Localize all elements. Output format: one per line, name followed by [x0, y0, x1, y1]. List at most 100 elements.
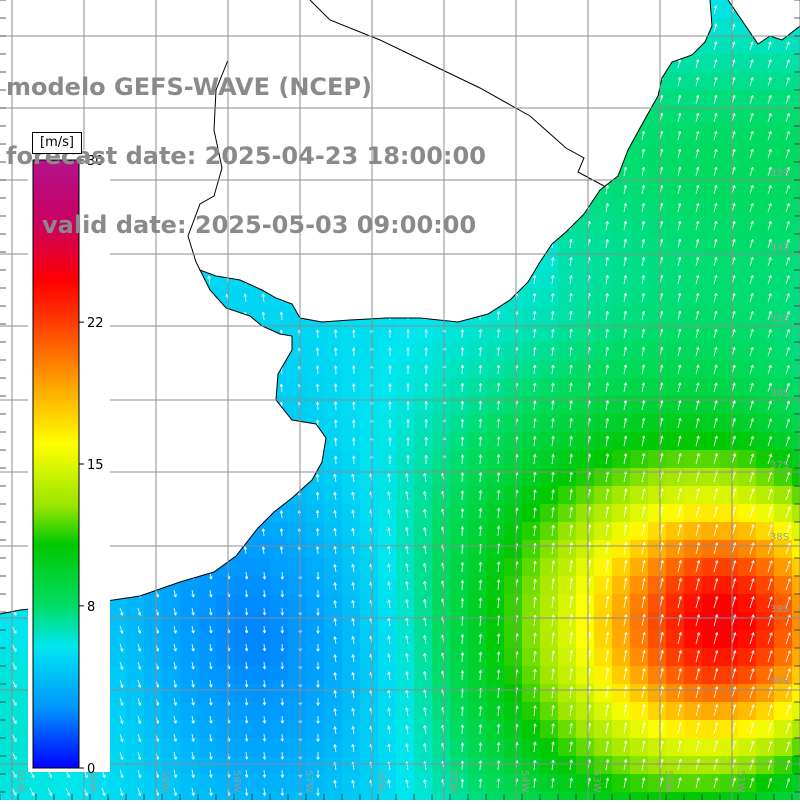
wind-cell — [450, 342, 469, 361]
wind-cell — [414, 414, 433, 433]
wind-cell — [504, 558, 523, 577]
wind-cell — [720, 234, 739, 253]
wind-cell — [792, 702, 800, 721]
wind-cell — [144, 720, 163, 739]
wind-cell — [504, 396, 523, 415]
wind-cell — [612, 792, 631, 800]
wind-cell — [234, 576, 253, 595]
wind-cell — [198, 630, 217, 649]
wind-cell — [594, 378, 613, 397]
wind-cell — [576, 540, 595, 559]
wind-cell — [720, 414, 739, 433]
wind-cell — [594, 486, 613, 505]
wind-cell — [792, 468, 800, 487]
wind-cell — [306, 342, 325, 361]
wind-cell — [360, 648, 379, 667]
wind-cell — [684, 342, 703, 361]
wind-cell — [306, 540, 325, 559]
wind-cell — [522, 576, 541, 595]
wind-cell — [630, 522, 649, 541]
wind-cell — [468, 774, 487, 793]
wind-cell — [702, 594, 721, 613]
wind-cell — [558, 324, 577, 343]
wind-cell — [558, 414, 577, 433]
wind-cell — [342, 648, 361, 667]
wind-cell — [378, 540, 397, 559]
wind-cell — [594, 648, 613, 667]
latitude-label: 33S — [770, 168, 789, 179]
wind-cell — [594, 594, 613, 613]
wind-cell — [432, 666, 451, 685]
wind-cell — [360, 432, 379, 451]
wind-cell — [612, 738, 631, 757]
wind-cell — [504, 522, 523, 541]
wind-cell — [594, 666, 613, 685]
wind-cell — [342, 774, 361, 793]
wind-cell — [342, 738, 361, 757]
wind-cell — [504, 684, 523, 703]
wind-cell — [342, 612, 361, 631]
wind-cell — [702, 180, 721, 199]
wind-cell — [630, 756, 649, 775]
wind-cell — [342, 522, 361, 541]
wind-cell — [684, 756, 703, 775]
wind-cell — [720, 432, 739, 451]
wind-cell — [558, 720, 577, 739]
wind-cell — [594, 738, 613, 757]
wind-cell — [648, 252, 667, 271]
wind-cell — [720, 126, 739, 145]
wind-cell — [738, 144, 757, 163]
wind-cell — [792, 756, 800, 775]
wind-cell — [576, 702, 595, 721]
wind-cell — [270, 522, 289, 541]
wind-cell — [576, 468, 595, 487]
wind-cell — [360, 738, 379, 757]
wind-cell — [774, 108, 793, 127]
wind-cell — [432, 540, 451, 559]
wind-cell — [252, 756, 271, 775]
wind-cell — [648, 126, 667, 145]
wind-cell — [252, 576, 271, 595]
wind-cell — [360, 324, 379, 343]
wind-cell — [360, 612, 379, 631]
wind-cell — [504, 720, 523, 739]
wind-cell — [324, 414, 343, 433]
wind-cell — [468, 522, 487, 541]
wind-cell — [378, 468, 397, 487]
wind-cell — [774, 54, 793, 73]
wind-cell — [306, 378, 325, 397]
wind-cell — [234, 666, 253, 685]
wind-cell — [342, 324, 361, 343]
wind-cell — [792, 432, 800, 451]
wind-cell — [738, 90, 757, 109]
wind-cell — [756, 180, 775, 199]
wind-cell — [486, 648, 505, 667]
wind-cell — [666, 486, 685, 505]
wind-cell — [666, 126, 685, 145]
wind-cell — [522, 522, 541, 541]
wind-cell — [432, 324, 451, 343]
wind-cell — [774, 414, 793, 433]
wind-cell — [684, 198, 703, 217]
wind-cell — [486, 612, 505, 631]
wind-cell — [792, 558, 800, 577]
wind-cell — [702, 504, 721, 523]
wind-cell — [702, 612, 721, 631]
wind-cell — [738, 252, 757, 271]
wind-cell — [396, 342, 415, 361]
wind-cell — [432, 558, 451, 577]
wind-cell — [684, 540, 703, 559]
wind-cell — [774, 252, 793, 271]
wind-cell — [252, 540, 271, 559]
wind-cell — [540, 396, 559, 415]
wind-cell — [486, 324, 505, 343]
wind-cell — [648, 324, 667, 343]
wind-cell — [702, 666, 721, 685]
wind-cell — [450, 684, 469, 703]
latitude-label: 37S — [770, 460, 789, 471]
wind-cell — [792, 594, 800, 613]
wind-cell — [630, 162, 649, 181]
wind-cell — [540, 684, 559, 703]
wind-cell — [324, 522, 343, 541]
wind-cell — [684, 774, 703, 793]
